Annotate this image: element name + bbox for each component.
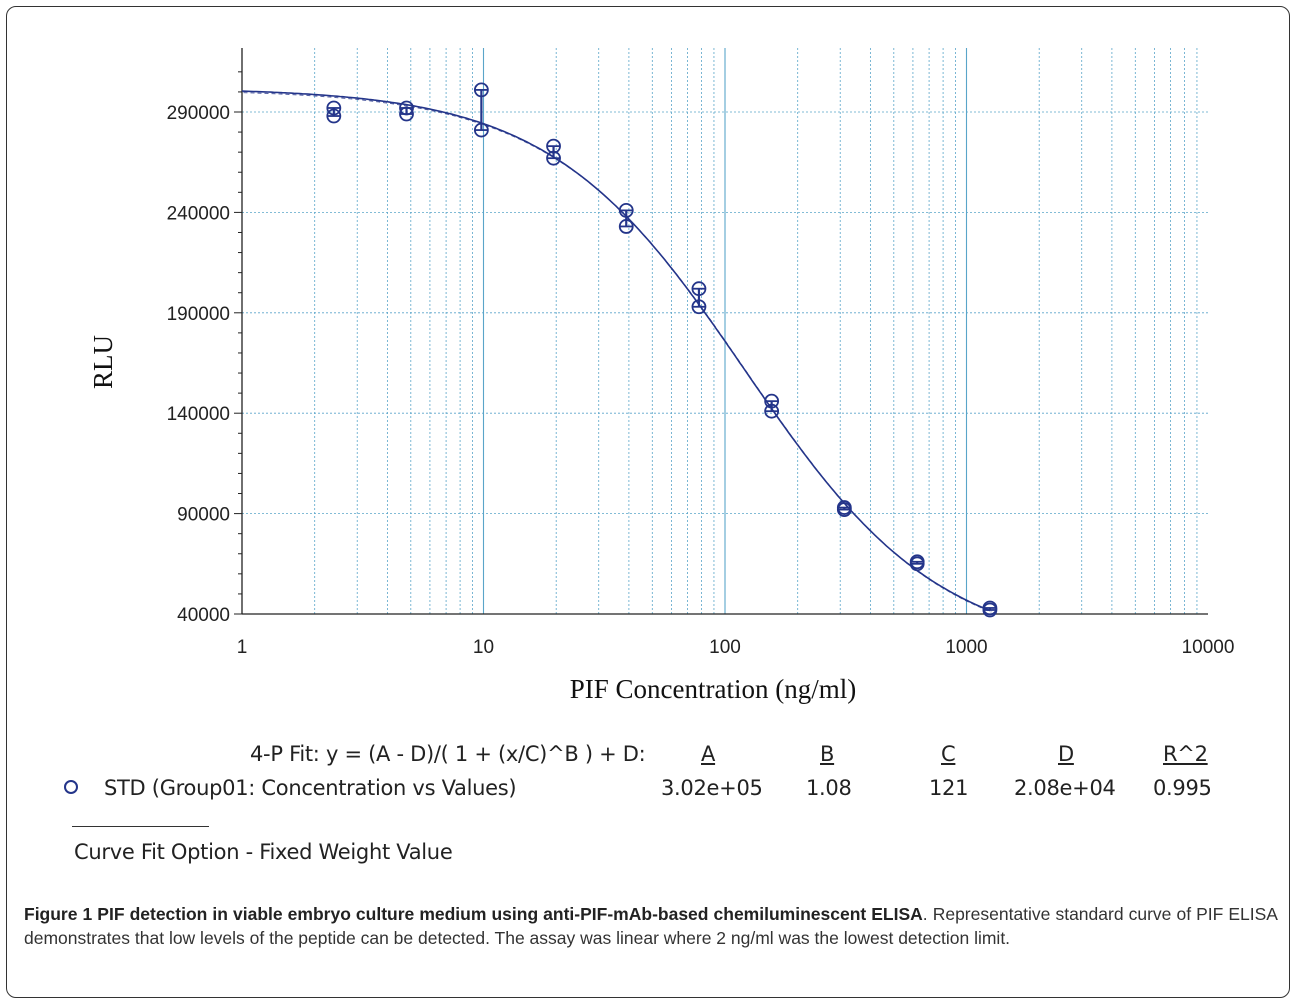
x-tick-label: 1000 — [945, 637, 987, 658]
fit-header-c: C — [941, 742, 956, 766]
data-point — [473, 82, 489, 98]
x-tick-label: 10 — [473, 637, 494, 658]
fit-curve — [241, 90, 991, 612]
data-point — [764, 393, 780, 409]
data-point — [546, 138, 561, 154]
y-tick-label: 190000 — [167, 304, 230, 325]
y-tick-labels: 290000 240000 190000 140000 90000 40000 — [167, 103, 230, 626]
fit-value-r2: 0.995 — [1153, 776, 1212, 800]
axes — [234, 48, 1208, 615]
fit-header-d: D — [1058, 742, 1074, 766]
x-tick-label: 100 — [709, 637, 741, 658]
y-tick-label: 240000 — [167, 203, 230, 224]
data-point — [326, 100, 342, 116]
fit-curve-dashed — [243, 92, 992, 613]
legend-series-label: STD (Group01: Concentration vs Values) — [104, 776, 517, 800]
y-tick-label: 40000 — [177, 605, 230, 626]
fit-header-a: A — [701, 742, 716, 766]
x-tick-label: 1 — [237, 637, 248, 658]
error-bars — [327, 89, 996, 611]
fit-header-r2: R^2 — [1163, 742, 1208, 766]
fit-value-d: 2.08e+04 — [1014, 776, 1116, 800]
fit-header-b: B — [820, 742, 835, 766]
y-tick-label: 90000 — [177, 505, 230, 526]
fit-value-c: 121 — [929, 776, 969, 800]
data-point — [326, 108, 342, 124]
caption-text: . Representative standard curve of PIF E… — [24, 904, 1278, 948]
data-point — [399, 100, 414, 116]
data-point — [691, 299, 707, 315]
data-point — [764, 403, 780, 419]
data-point — [399, 106, 414, 122]
grid-lines — [242, 48, 1208, 615]
data-point — [909, 556, 925, 572]
data-point — [982, 602, 998, 618]
divider-rule — [72, 826, 209, 827]
y-tick-label: 290000 — [167, 103, 230, 124]
standard-curve-chart: 1 10 100 1000 10000 290000 240000 190000 140000… — [88, 48, 1235, 704]
data-point — [618, 202, 634, 218]
data-point — [618, 219, 634, 234]
y-axis-label: RLU — [88, 335, 118, 389]
x-tick-labels: 1 10 100 1000 10000 — [237, 637, 1235, 658]
fit-value-a: 3.02e+05 — [661, 776, 763, 800]
fit-value-b: 1.08 — [806, 776, 852, 800]
caption-title: Figure 1 PIF detection in viable embryo … — [24, 904, 923, 924]
data-point — [546, 150, 561, 166]
fit-table: 4-P Fit: y = (A - D)/( 1 + (x/C)^B ) + D… — [0, 728, 1292, 868]
data-point — [473, 122, 489, 138]
data-points — [326, 82, 998, 618]
legend-marker-icon — [64, 780, 78, 794]
data-point — [691, 281, 707, 297]
curve-fit-option: Curve Fit Option - Fixed Weight Value — [74, 840, 453, 864]
data-point — [836, 502, 852, 517]
x-tick-label: 10000 — [1182, 637, 1235, 658]
fit-equation: 4-P Fit: y = (A - D)/( 1 + (x/C)^B ) + D… — [250, 742, 646, 766]
x-axis-label: PIF Concentration (ng/ml) — [570, 674, 856, 704]
figure-caption: Figure 1 PIF detection in viable embryo … — [24, 902, 1278, 950]
y-tick-label: 140000 — [167, 404, 230, 425]
